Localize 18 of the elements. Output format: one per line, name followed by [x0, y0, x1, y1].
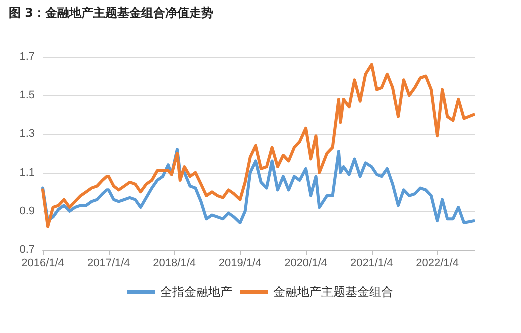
legend-label: 全指金融地产	[160, 285, 232, 299]
y-tick-label: 0.7	[20, 244, 35, 256]
y-tick-label: 1.3	[20, 128, 35, 140]
y-tick-label: 1.1	[20, 166, 35, 179]
x-tick-label: 2016/1/4	[22, 258, 64, 270]
x-tick-label: 2017/1/4	[87, 258, 130, 270]
x-tick-label: 2020/1/4	[284, 258, 328, 270]
line-series	[42, 63, 476, 228]
x-tick-label: 2022/1/4	[416, 258, 459, 270]
x-tick-label: 2021/1/4	[350, 258, 394, 270]
x-tick-label: 2019/1/4	[218, 258, 262, 270]
x-tick-label: 2018/1/4	[153, 258, 196, 270]
y-tick-label: 0.9	[20, 205, 35, 218]
chart-title: 图 3：金融地产主题基金组合净值走势	[9, 6, 214, 20]
legend-label: 金融地产主题基金组合	[274, 285, 394, 299]
y-tick-label: 1.7	[20, 51, 35, 63]
line-series	[42, 148, 476, 224]
y-tick-label: 1.5	[20, 90, 35, 102]
